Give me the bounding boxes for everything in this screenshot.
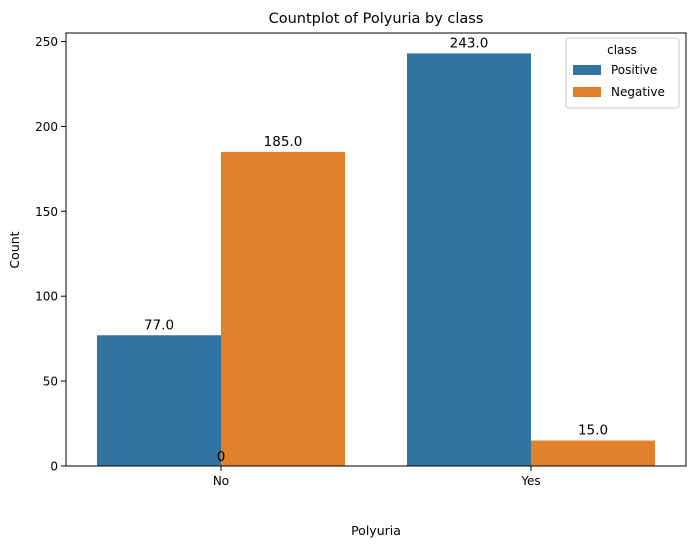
- bar-positive-yes: [407, 53, 531, 467]
- y-tick-label: 50: [43, 375, 58, 389]
- y-tick-label: 150: [35, 205, 58, 219]
- zero-annotation-label: 0: [217, 449, 226, 465]
- bars-layer: [97, 53, 655, 467]
- y-axis-label: Count: [7, 231, 22, 268]
- legend-swatch-positive: [573, 65, 601, 75]
- legend-swatch-negative: [573, 87, 601, 97]
- legend-label-negative: Negative: [611, 85, 665, 99]
- y-tick-label: 200: [35, 120, 58, 134]
- x-axis-label: Polyuria: [351, 523, 401, 538]
- bar-negative-no: [221, 151, 345, 467]
- legend: class Positive Negative: [565, 37, 680, 109]
- bar-value-label: 185.0: [264, 134, 303, 150]
- bar-positive-no: [97, 335, 221, 466]
- plot-frame: [65, 32, 687, 467]
- y-tick-label: 250: [35, 35, 58, 49]
- bar-labels-layer: 77.0 243.0 185.0 15.0 0: [144, 35, 608, 465]
- y-axis: 0 50 100 150 200 250: [35, 35, 66, 474]
- chart-title: Countplot of Polyuria by class: [269, 11, 484, 27]
- legend-label-positive: Positive: [611, 63, 657, 77]
- y-tick-label: 0: [50, 460, 58, 474]
- bar-value-label: 243.0: [450, 35, 489, 51]
- x-axis: No Yes: [213, 466, 541, 488]
- legend-title: class: [607, 43, 637, 57]
- x-tick-label: No: [213, 474, 229, 488]
- x-tick-label: Yes: [520, 474, 540, 488]
- bar-value-label: 15.0: [578, 423, 608, 439]
- y-tick-label: 100: [35, 290, 58, 304]
- bar-value-label: 77.0: [144, 317, 174, 333]
- bar-negative-yes: [531, 440, 655, 466]
